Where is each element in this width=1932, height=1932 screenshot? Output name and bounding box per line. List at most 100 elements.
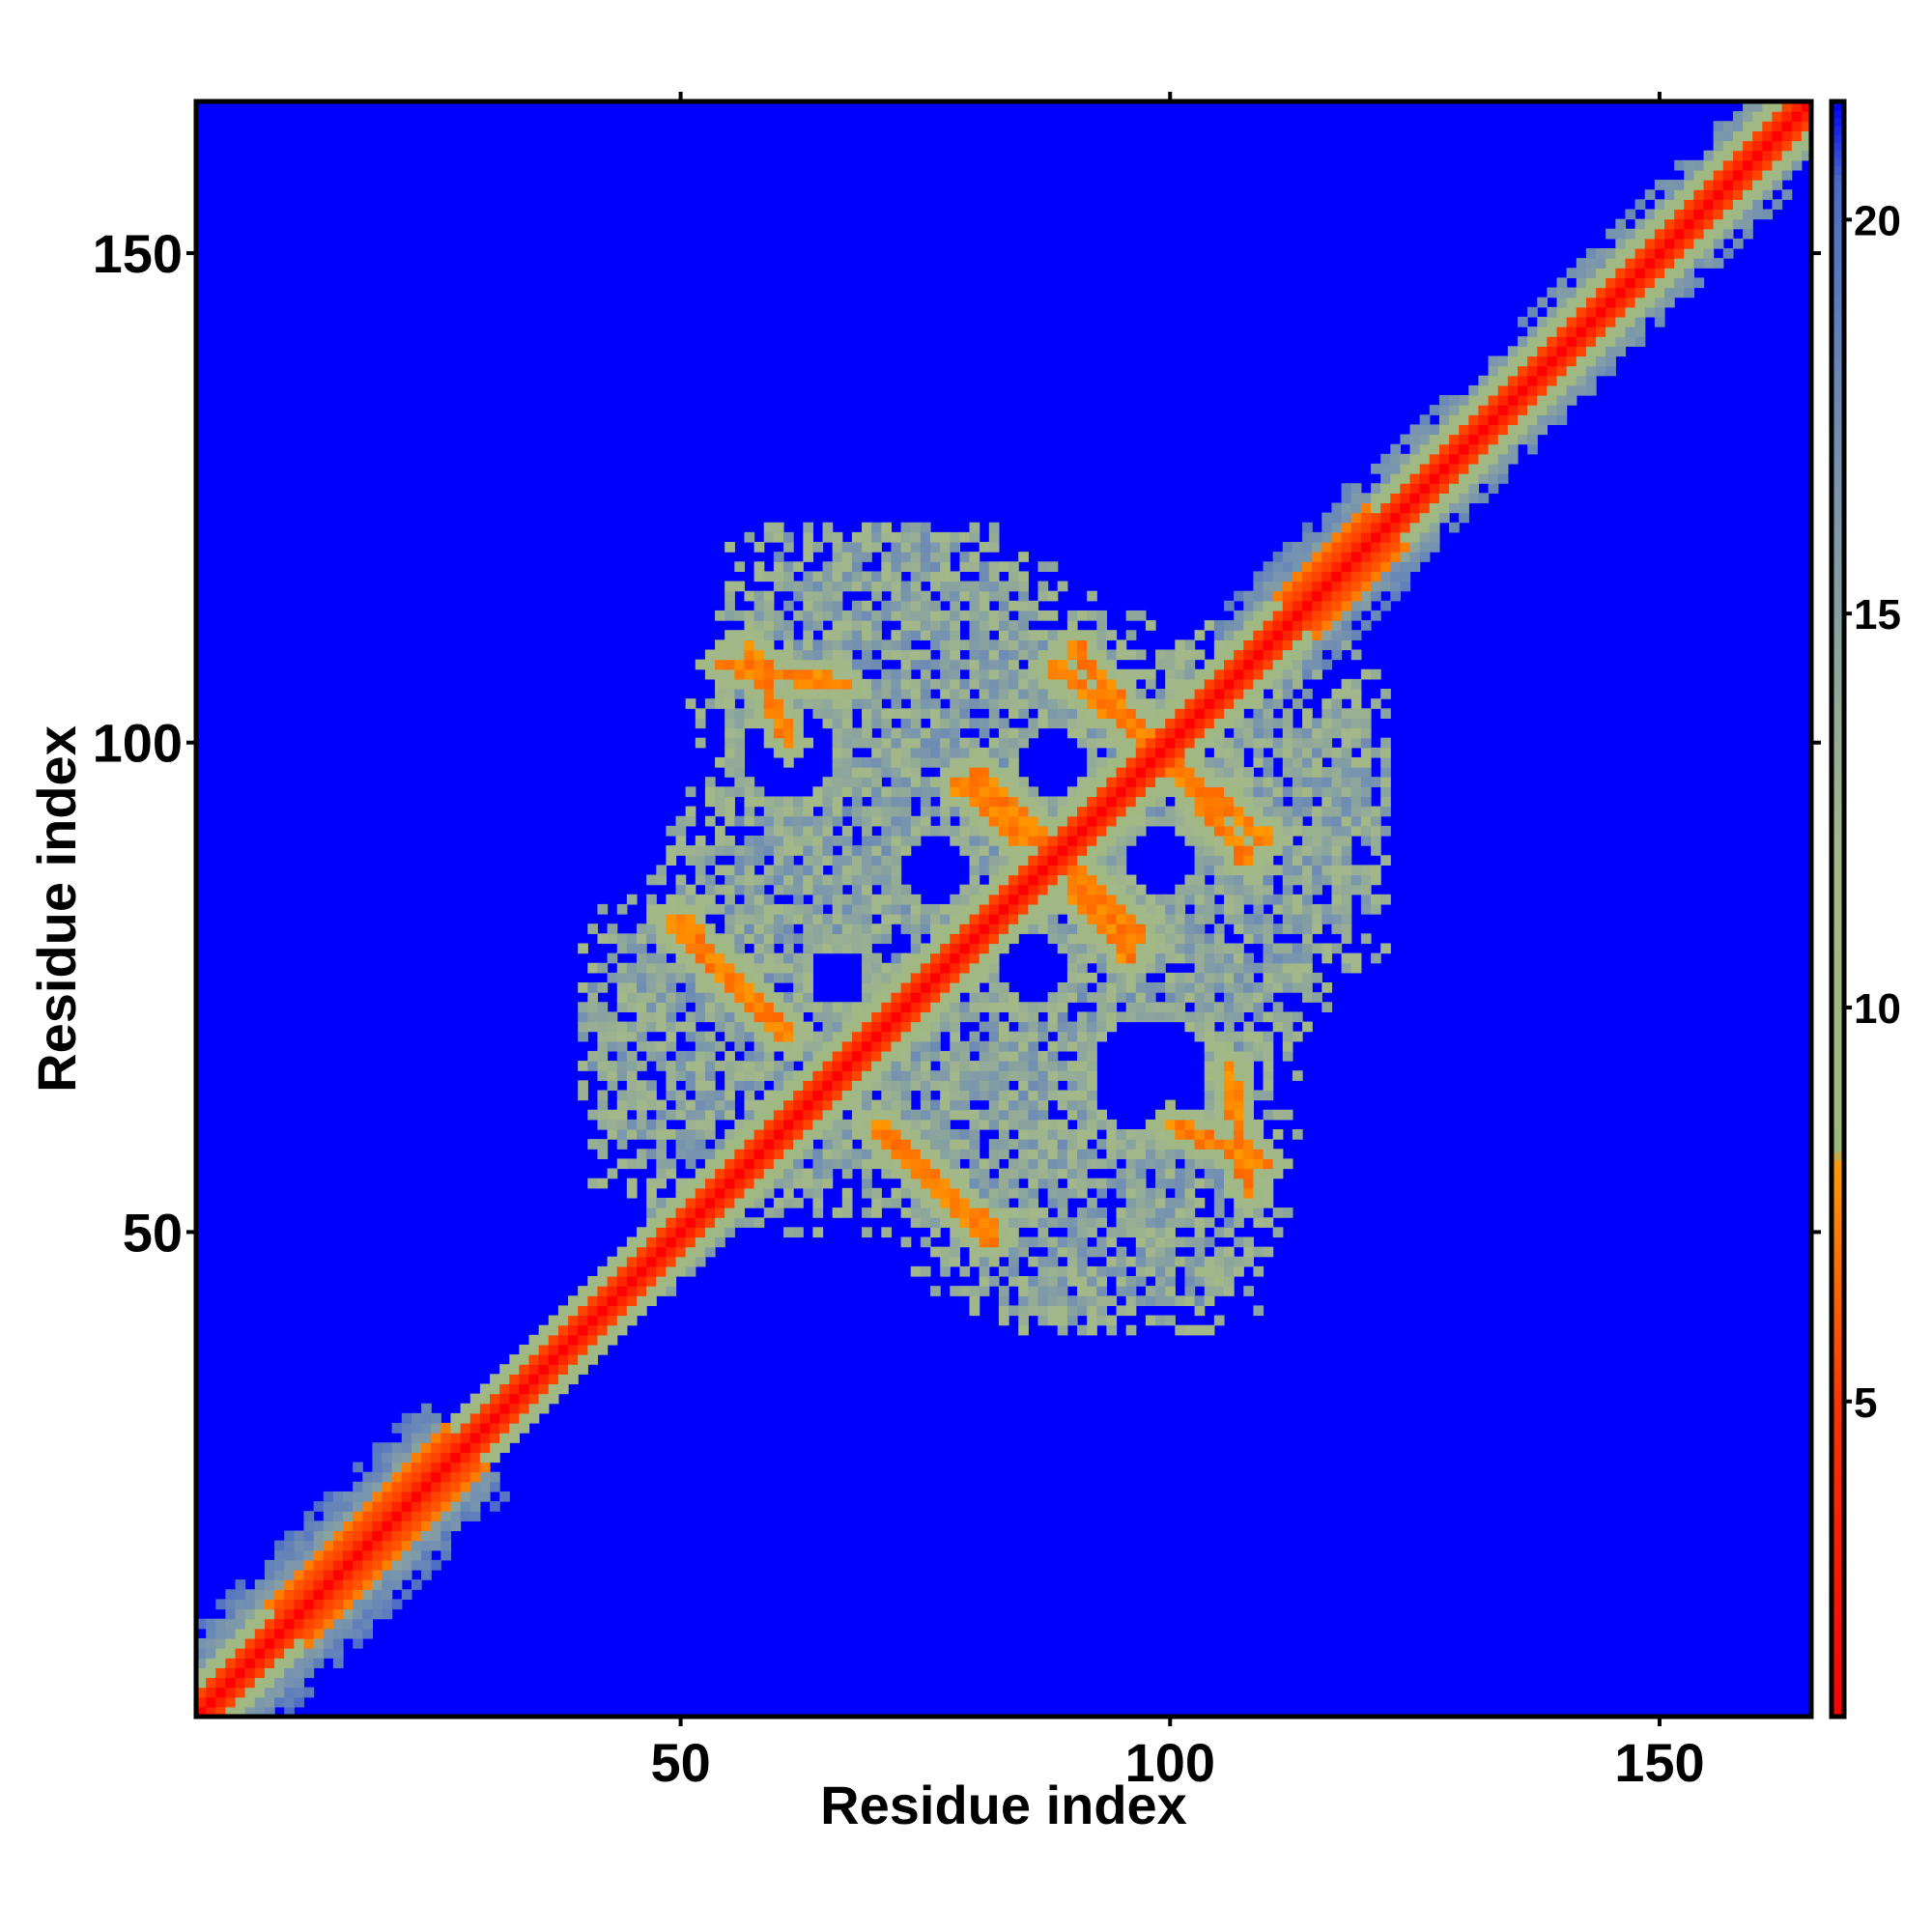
heatmap-cell — [244, 1696, 256, 1708]
heatmap-cell — [1096, 610, 1107, 621]
heatmap-cell — [264, 1628, 275, 1639]
heatmap-cell — [871, 855, 882, 866]
heatmap-cell — [1096, 825, 1107, 837]
heatmap-cell — [1018, 1295, 1029, 1306]
heatmap-cell — [851, 786, 863, 798]
heatmap-cell — [1331, 522, 1343, 533]
heatmap-cell — [225, 1637, 237, 1649]
heatmap-cell — [646, 1002, 657, 1012]
heatmap-cell — [1155, 1295, 1166, 1306]
heatmap-cell — [675, 1050, 687, 1062]
heatmap-cell — [1253, 933, 1264, 945]
heatmap-cell — [1360, 737, 1372, 749]
heatmap-cell — [822, 943, 834, 954]
heatmap-cell — [979, 620, 990, 631]
heatmap-cell — [881, 933, 893, 945]
heatmap-cell — [685, 1236, 696, 1248]
heatmap-cell — [881, 884, 893, 895]
heatmap-cell — [715, 786, 725, 798]
heatmap-cell — [1165, 698, 1176, 709]
heatmap-cell — [773, 610, 784, 621]
heatmap-cell — [1213, 1011, 1225, 1023]
heatmap-cell — [1047, 668, 1059, 680]
heatmap-cell — [744, 1011, 755, 1023]
heatmap-cell — [401, 1570, 412, 1580]
heatmap-cell — [950, 1286, 960, 1296]
heatmap-cell — [724, 600, 735, 611]
heatmap-cell — [196, 1648, 207, 1659]
heatmap-cell — [832, 581, 843, 592]
heatmap-cell — [1037, 1090, 1049, 1101]
heatmap-cell — [1116, 786, 1127, 798]
heatmap-cell — [1145, 708, 1156, 719]
heatmap-cell — [1106, 1139, 1118, 1150]
heatmap-cell — [1213, 689, 1225, 699]
heatmap-cell — [1224, 668, 1235, 680]
heatmap-cell — [1263, 855, 1274, 866]
heatmap-cell — [1312, 884, 1322, 895]
heatmap-cell — [715, 992, 725, 1003]
heatmap-cell — [1380, 708, 1391, 719]
heatmap-cell — [979, 678, 990, 690]
heatmap-cell — [695, 1246, 706, 1258]
heatmap-cell — [1057, 1011, 1068, 1023]
heatmap-cell — [1087, 815, 1097, 827]
heatmap-cell — [910, 1139, 922, 1150]
heatmap-cell — [313, 1637, 325, 1649]
heatmap-cell — [254, 1677, 266, 1689]
heatmap-cell — [744, 796, 755, 808]
heatmap-cell — [998, 718, 1009, 729]
heatmap-cell — [1282, 914, 1293, 924]
heatmap-cell — [616, 1031, 628, 1042]
heatmap-cell — [382, 1501, 393, 1512]
heatmap-cell — [871, 1021, 882, 1033]
heatmap-cell — [1135, 884, 1147, 895]
heatmap-cell — [988, 1002, 1000, 1012]
heatmap-cell — [1184, 806, 1196, 817]
heatmap-cell — [940, 542, 951, 553]
heatmap-cell — [1106, 727, 1118, 739]
heatmap-cell — [1459, 502, 1469, 514]
heatmap-cell — [1194, 1021, 1206, 1033]
heatmap-cell — [1047, 698, 1059, 709]
heatmap-cell — [656, 1129, 667, 1140]
heatmap-cell — [959, 1090, 971, 1101]
heatmap-cell — [959, 1040, 971, 1052]
heatmap-cell — [940, 678, 951, 690]
heatmap-cell — [1282, 600, 1293, 611]
heatmap-cell — [773, 1119, 784, 1130]
heatmap-cell — [979, 796, 990, 808]
heatmap-cell — [675, 815, 687, 827]
heatmap-cell — [773, 806, 784, 817]
heatmap-cell — [1028, 1158, 1039, 1170]
heatmap-cell — [675, 923, 687, 934]
heatmap-cell — [303, 1628, 315, 1639]
heatmap-cell — [1116, 718, 1127, 729]
heatmap-cell — [637, 962, 647, 974]
heatmap-cell — [1204, 914, 1215, 924]
heatmap-cell — [528, 1383, 540, 1395]
heatmap-cell — [1057, 718, 1068, 729]
heatmap-cell — [862, 894, 872, 905]
heatmap-cell — [557, 1374, 569, 1385]
heatmap-cell — [637, 1149, 647, 1159]
heatmap-cell — [1341, 522, 1352, 533]
heatmap-cell — [1184, 1129, 1196, 1140]
heatmap-cell — [812, 914, 824, 924]
heatmap-cell — [1194, 747, 1206, 758]
heatmap-cell — [910, 1070, 922, 1081]
heatmap-cell — [274, 1628, 285, 1639]
heatmap-cell — [822, 1070, 834, 1081]
heatmap-cell — [1125, 796, 1137, 808]
heatmap-cell — [891, 561, 902, 572]
heatmap-cell — [862, 698, 872, 709]
heatmap-cell — [803, 923, 813, 934]
heatmap-cell — [1116, 943, 1127, 954]
heatmap-cell — [822, 825, 834, 837]
heatmap-cell — [675, 1099, 687, 1111]
heatmap-cell — [1292, 737, 1303, 749]
heatmap-cell — [1116, 1256, 1127, 1267]
heatmap-cell — [1234, 698, 1244, 709]
heatmap-cell — [1018, 590, 1029, 602]
heatmap-cell — [469, 1442, 481, 1453]
